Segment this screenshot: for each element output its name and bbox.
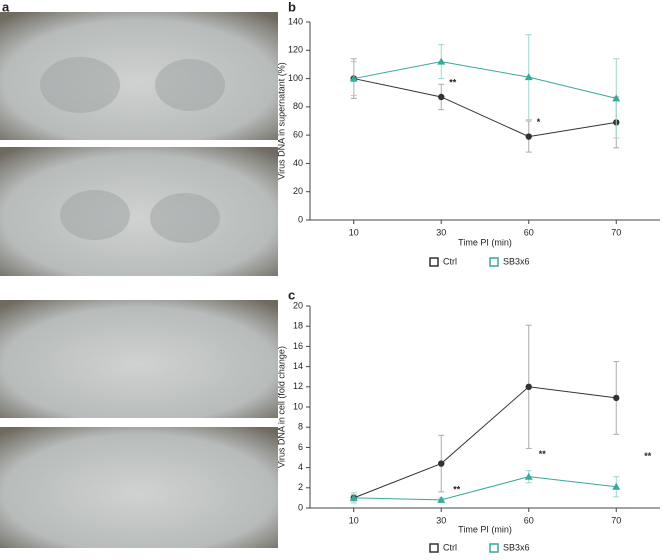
plaque — [155, 59, 225, 111]
y-tick-label: 12 — [293, 381, 303, 391]
legend-swatch — [489, 257, 499, 267]
marker — [437, 57, 446, 65]
x-axis-label: Time PI (min) — [458, 237, 512, 247]
marker — [525, 383, 532, 390]
annotation: ** — [539, 449, 547, 459]
series-line — [353, 386, 617, 499]
y-tick-label: 16 — [293, 341, 303, 351]
marker — [437, 495, 446, 503]
series-line — [353, 61, 617, 99]
marker — [612, 94, 621, 102]
marker — [612, 482, 621, 490]
photo — [0, 300, 278, 418]
panel-label: a — [2, 0, 10, 14]
x-tick-label: 30 — [436, 227, 446, 237]
x-axis-label: Time PI (min) — [458, 524, 512, 534]
y-tick-label: 0 — [298, 502, 303, 512]
photo — [0, 427, 278, 548]
y-tick-label: 8 — [298, 422, 303, 432]
marker — [349, 74, 358, 82]
legend-swatch — [429, 257, 439, 267]
plaque — [150, 193, 220, 243]
y-tick-label: 14 — [293, 361, 303, 371]
y-tick-label: 4 — [298, 462, 303, 472]
y-tick-label: 40 — [293, 158, 303, 168]
y-tick-label: 20 — [293, 186, 303, 196]
y-tick-label: 20 — [293, 300, 303, 310]
plaque — [60, 190, 130, 240]
legend-label: Ctrl — [443, 542, 457, 552]
plaque — [40, 57, 120, 113]
legend-label: SB3x6 — [503, 542, 530, 552]
y-tick-label: 60 — [293, 130, 303, 140]
annotation: * — [537, 117, 541, 127]
y-tick-label: 0 — [298, 214, 303, 224]
marker — [438, 93, 445, 101]
x-tick-label: 10 — [349, 227, 359, 237]
legend-swatch — [489, 543, 499, 553]
marker — [613, 394, 620, 402]
x-tick-label: 60 — [524, 227, 534, 237]
photo — [0, 147, 278, 276]
marker — [525, 133, 532, 140]
legend-label: Ctrl — [443, 256, 457, 266]
marker — [438, 460, 445, 467]
x-tick-label: 10 — [349, 515, 359, 525]
x-tick-label: 60 — [524, 515, 534, 525]
y-tick-label: 120 — [288, 45, 303, 55]
annotation: ** — [644, 451, 652, 461]
y-tick-label: 18 — [293, 321, 303, 331]
y-axis-label: Virus DNA in cell (fold change) — [276, 346, 286, 468]
y-axis-label: Virus DNA in supernatant (%) — [276, 62, 286, 179]
marker — [349, 493, 358, 501]
annotation: ** — [453, 484, 461, 494]
x-tick-label: 70 — [611, 227, 621, 237]
panel-label: b — [288, 0, 296, 14]
marker — [524, 472, 533, 480]
x-tick-label: 30 — [436, 515, 446, 525]
legend-swatch — [429, 543, 439, 553]
y-tick-label: 6 — [298, 442, 303, 452]
photo — [0, 12, 278, 140]
photos — [0, 12, 278, 548]
y-tick-label: 2 — [298, 482, 303, 492]
x-tick-label: 70 — [611, 515, 621, 525]
y-tick-label: 140 — [288, 16, 303, 26]
y-tick-label: 80 — [293, 101, 303, 111]
y-tick-label: 10 — [293, 401, 303, 411]
series-line — [353, 78, 617, 138]
series-line — [353, 476, 617, 501]
y-tick-label: 100 — [288, 73, 303, 83]
panel-label: c — [288, 287, 295, 302]
marker — [524, 73, 533, 81]
legend-label: SB3x6 — [503, 256, 530, 266]
annotation: ** — [449, 77, 457, 87]
